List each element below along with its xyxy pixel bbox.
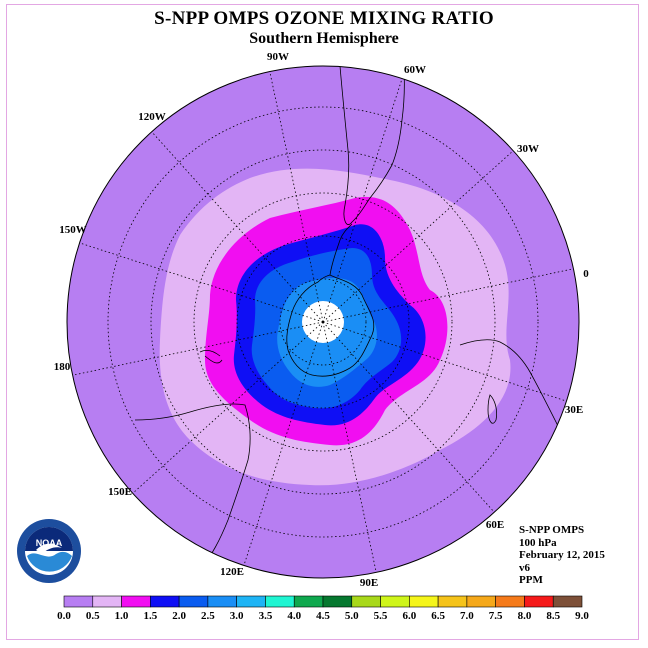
colorbar-tick-label: 4.0 [287, 610, 301, 622]
colorbar-tick-label: 8.5 [546, 610, 560, 622]
colorbar-swatch [293, 595, 324, 608]
meridian-line [132, 321, 324, 494]
meridian-line [322, 268, 574, 323]
colorbar-swatch [351, 595, 381, 608]
lon-label-0: 0 [583, 268, 589, 280]
colorbar-tick-label: 3.5 [259, 610, 273, 622]
madagascar-coastline [487, 394, 498, 424]
colorbar-swatch [524, 595, 554, 608]
colorbar-tick-label: 8.0 [518, 610, 532, 622]
meridian-line [269, 71, 324, 323]
meta-date: February 12, 2015 [519, 549, 605, 561]
meridian-line [72, 321, 324, 376]
meridian-line [79, 242, 324, 323]
colorbar-tick-label: 9.0 [575, 610, 589, 622]
colorbar-swatch [437, 595, 468, 608]
colorbar-swatch [495, 595, 525, 608]
colorbar-swatch [552, 595, 583, 608]
lon-label-150e: 150E [108, 486, 132, 498]
lon-label-30e: 30E [565, 404, 583, 416]
colorbar-swatch [380, 595, 410, 608]
antarctica-coastline [286, 274, 375, 377]
colorbar-tick-label: 7.5 [489, 610, 503, 622]
colorbar-swatch [121, 595, 151, 608]
meta-version: v6 [519, 561, 530, 574]
meridian-line [322, 78, 403, 323]
meridian-line [322, 321, 377, 573]
colorbar-swatch [178, 595, 209, 608]
lon-label-30w: 30W [517, 143, 539, 155]
colorbar-swatch [92, 595, 122, 608]
lon-label-90w: 90W [267, 51, 289, 63]
new-zealand-coastline [199, 349, 223, 364]
chart-title: S-NPP OMPS OZONE MIXING RATIO [154, 8, 494, 29]
south-america-coastline [339, 66, 405, 225]
colorbar-tick-label: 4.5 [316, 610, 330, 622]
colorbar-tick-label: 5.5 [374, 610, 388, 622]
colorbar-swatch [150, 595, 180, 608]
meridian-line [322, 321, 495, 513]
colorbar-tick-label: 2.0 [172, 610, 186, 622]
australia-coastline [134, 403, 251, 571]
colorbar-tick-label: 3.0 [230, 610, 244, 622]
meta-pressure: 100 hPa [519, 536, 557, 549]
longitude-labels: 90W 60W 30W 0 30E 60E 90E 120E 150E 180 … [54, 51, 590, 589]
colorbar-swatch [207, 595, 237, 608]
lon-label-150w: 150W [59, 224, 87, 236]
lon-label-60e: 60E [486, 519, 504, 531]
colorbar-tick-label: 0.5 [86, 610, 100, 622]
metadata-block: S-NPP OMPS 100 hPa February 12, 2015 v6 … [519, 524, 605, 587]
graticule [72, 71, 574, 573]
colorbar-swatch [265, 595, 295, 608]
colorbar-swatch [409, 595, 439, 608]
meta-instrument: S-NPP OMPS [519, 524, 585, 536]
colorbar-tick-label: 6.0 [402, 610, 416, 622]
lon-label-180: 180 [54, 361, 71, 373]
frame-border [6, 4, 639, 640]
colorbar-tick-label: 7.0 [460, 610, 474, 622]
meta-units: PPM [519, 574, 543, 586]
colorbar-swatch [236, 595, 266, 608]
meridian-line [151, 131, 324, 323]
noaa-logo: NOAA [17, 519, 81, 583]
colorbar-tick-label: 1.5 [143, 610, 157, 622]
colorbar-tick-label: 0.0 [57, 610, 71, 622]
lon-label-60w: 60W [404, 64, 426, 76]
lon-label-90e: 90E [360, 577, 378, 589]
noaa-logo-text: NOAA [36, 538, 63, 548]
meridian-line [322, 321, 567, 402]
colorbar-tick-label: 6.5 [431, 610, 445, 622]
colorbar-swatch [466, 595, 496, 608]
chart-subtitle: Southern Hemisphere [249, 30, 399, 47]
colorbar-swatch [322, 595, 353, 608]
colorbar-tick-label: 1.0 [115, 610, 129, 622]
meridian-line [243, 321, 324, 566]
lon-label-120w: 120W [138, 111, 166, 123]
map-disc [67, 66, 579, 578]
map-boundary [66, 65, 580, 579]
colorbar-tick-label: 2.5 [201, 610, 215, 622]
colorbar-swatch [63, 595, 94, 608]
meridian-line [322, 150, 514, 323]
lon-label-120e: 120E [220, 566, 244, 578]
antarctic-peninsula [329, 223, 353, 276]
colorbar-tick-label: 5.0 [345, 610, 359, 622]
